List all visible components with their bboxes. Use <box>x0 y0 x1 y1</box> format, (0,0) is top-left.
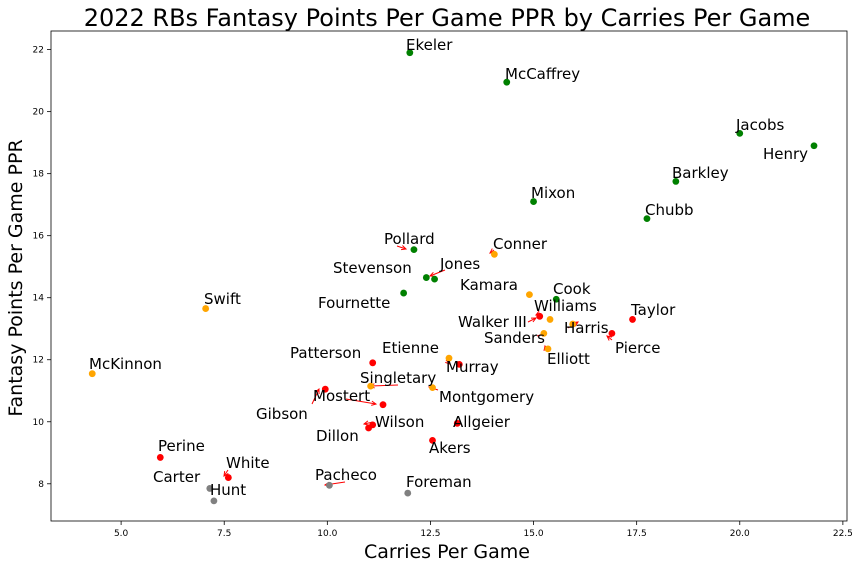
y-tick-label: 14 <box>33 294 45 304</box>
y-tick-label: 12 <box>33 356 44 366</box>
point-label: Gibson <box>256 405 308 423</box>
y-tick-label: 18 <box>33 170 45 180</box>
point-label: Pollard <box>384 230 435 248</box>
point-label: Dillon <box>316 427 359 445</box>
point-label: McCaffrey <box>505 65 580 83</box>
point-label: Singletary <box>360 369 436 387</box>
point-label: Allgeier <box>453 413 511 431</box>
point-labels: Ekeler McCaffrey Jacobs Henry Barkley Mixon Ch… <box>89 36 808 499</box>
data-point <box>365 425 372 432</box>
x-axis: 5.0 7.5 10.0 12.5 15.0 17.5 20.0 22.5 <box>114 521 853 539</box>
x-tick-label: 12.5 <box>420 529 440 539</box>
point-label: Stevenson <box>333 259 412 277</box>
point-label: White <box>226 454 270 472</box>
point-label: Montgomery <box>439 388 534 406</box>
x-tick-label: 7.5 <box>217 529 231 539</box>
point-label: Mixon <box>531 184 575 202</box>
point-label: Wilson <box>375 413 424 431</box>
data-point <box>157 454 164 461</box>
x-tick-label: 22.5 <box>833 529 853 539</box>
data-point <box>431 276 438 283</box>
point-label: Pacheco <box>315 466 377 484</box>
x-tick-label: 10.0 <box>317 529 337 539</box>
point-label: Pierce <box>615 339 660 357</box>
point-label: Chubb <box>645 201 694 219</box>
point-label: Swift <box>204 290 241 308</box>
x-tick-label: 20.0 <box>730 529 750 539</box>
point-label: Hunt <box>210 481 246 499</box>
data-points <box>89 49 818 504</box>
point-label: Kamara <box>460 276 518 294</box>
x-tick-label: 17.5 <box>627 529 647 539</box>
x-tick-label: 5.0 <box>114 529 129 539</box>
point-label: Perine <box>158 437 205 455</box>
x-tick-label: 15.0 <box>524 529 544 539</box>
point-label: Fournette <box>318 294 390 312</box>
chart-title: 2022 RBs Fantasy Points Per Game PPR by … <box>84 4 811 32</box>
data-point <box>547 316 554 323</box>
point-label: Williams <box>534 297 597 315</box>
point-label: Henry <box>763 145 808 163</box>
y-axis-label: Fantasy Points Per Game PPR <box>5 139 27 416</box>
data-point <box>609 330 616 337</box>
data-point <box>225 474 232 481</box>
point-label: Sanders <box>484 329 545 347</box>
point-label: Carter <box>153 468 201 486</box>
point-label: Murray <box>446 358 499 376</box>
y-tick-label: 20 <box>33 108 45 118</box>
data-point <box>423 274 430 281</box>
data-point <box>811 142 818 149</box>
point-label: Akers <box>429 439 471 457</box>
x-axis-label: Carries Per Game <box>364 541 530 563</box>
point-label: Barkley <box>672 164 729 182</box>
point-label: Patterson <box>290 344 361 362</box>
y-axis: 8 10 12 14 16 18 20 22 <box>33 46 51 490</box>
y-tick-label: 16 <box>33 232 45 242</box>
point-label: Jones <box>439 255 480 273</box>
data-point <box>400 290 407 297</box>
point-label: Taylor <box>630 301 676 319</box>
point-label: Cook <box>553 280 591 298</box>
point-label: Harris <box>564 319 609 337</box>
data-point <box>369 359 376 366</box>
y-tick-label: 22 <box>33 46 44 56</box>
data-point <box>380 401 387 408</box>
point-label: Conner <box>493 235 548 253</box>
y-tick-label: 8 <box>38 480 44 490</box>
point-label: Jacobs <box>735 116 785 134</box>
point-label: Mostert <box>313 387 370 405</box>
y-tick-label: 10 <box>33 418 45 428</box>
data-point <box>526 291 533 298</box>
point-label: McKinnon <box>89 355 162 373</box>
point-label: Ekeler <box>406 36 453 54</box>
point-label: Elliott <box>547 350 590 368</box>
point-label: Foreman <box>406 473 472 491</box>
point-label: Etienne <box>382 339 439 357</box>
